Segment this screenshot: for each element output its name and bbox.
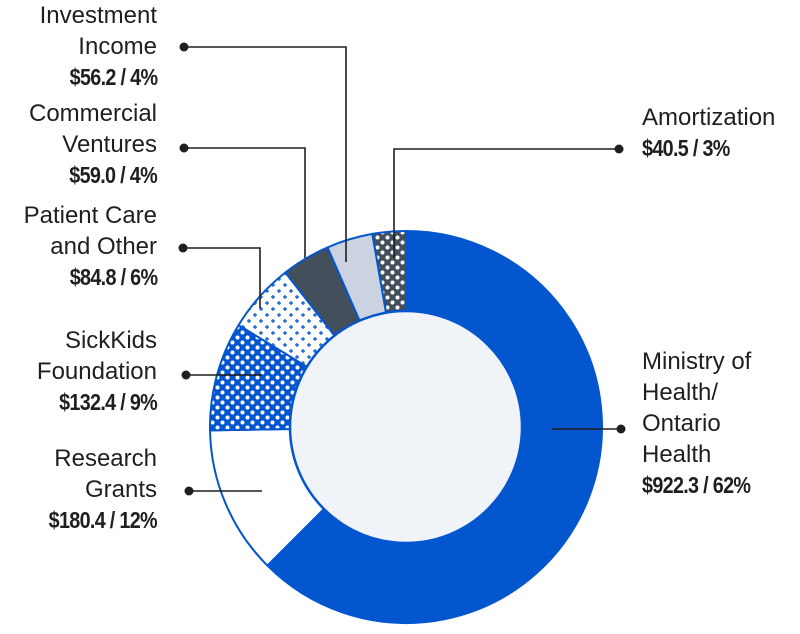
slice-label-line: and Other xyxy=(50,233,157,260)
leader-line-commercial xyxy=(184,147,306,258)
slice-value-research: $180.4 / 12% xyxy=(48,507,158,533)
slice-label-line: Ministry of xyxy=(642,348,752,375)
leader-line-patient xyxy=(183,247,261,308)
slice-label-line: SickKids xyxy=(64,327,157,354)
slice-value-ministry: $922.3 / 62% xyxy=(642,472,751,498)
slice-label-line: Grants xyxy=(84,476,157,503)
slice-label-ministry: Ministry of Health/Ontario Health $922.3 / … xyxy=(642,346,768,501)
slice-value-investment: $56.2 / 4% xyxy=(69,64,157,90)
slice-value-patient: $84.8 / 6% xyxy=(69,264,157,290)
slice-label-sickkids: SickKids Foundation $132.4 / 9% xyxy=(36,325,158,418)
slice-value-amortization: $40.5 / 3% xyxy=(642,135,730,161)
leader-dot-ministry xyxy=(616,424,626,434)
slice-value-commercial: $59.0 / 4% xyxy=(69,162,157,188)
leader-dot-amortization xyxy=(614,144,624,154)
slice-label-line: Investment xyxy=(39,2,157,29)
leader-dot-sickkids xyxy=(181,370,191,380)
slice-label-line: Research xyxy=(54,445,157,472)
leader-line-amortization xyxy=(393,148,619,258)
slice-label-line: Health xyxy=(642,441,712,468)
slice-label-line: Income xyxy=(78,33,157,60)
slice-label-line: Health/ xyxy=(642,379,719,406)
slice-value-sickkids: $132.4 / 9% xyxy=(58,389,158,415)
slice-label-line: Patient Care xyxy=(23,202,157,229)
leader-dot-research xyxy=(184,486,194,496)
slice-label-line: Amortization xyxy=(642,104,776,131)
leader-dot-commercial xyxy=(179,143,189,153)
leader-dot-investment xyxy=(179,42,189,52)
slice-label-line: Ontario xyxy=(642,410,721,437)
donut-center xyxy=(288,309,524,545)
slice-label-commercial: Commercial Ventures $59.0 / 4% xyxy=(28,98,158,191)
slice-label-patient: Patient Care and Other $84.8 / 6% xyxy=(23,200,158,293)
leader-line-investment xyxy=(184,46,347,262)
slice-label-line: Ventures xyxy=(62,131,157,158)
slice-label-amortization: Amortization $40.5 / 3% xyxy=(642,102,775,164)
leader-dot-patient xyxy=(178,243,188,253)
slice-label-line: Foundation xyxy=(36,358,157,385)
slice-label-investment: Investment Income $56.2 / 4% xyxy=(39,0,158,93)
slice-label-research: Research Grants $180.4 / 12% xyxy=(31,443,158,536)
slice-label-line: Commercial xyxy=(28,100,157,127)
